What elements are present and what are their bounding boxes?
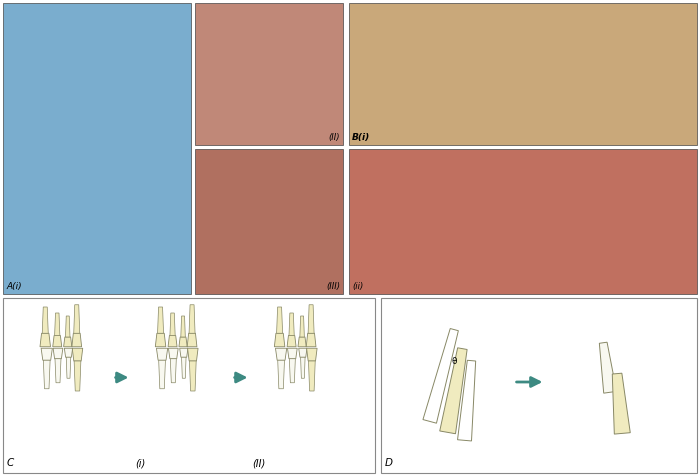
Text: (II): (II)	[328, 133, 340, 142]
Polygon shape	[599, 342, 617, 393]
Polygon shape	[159, 360, 165, 389]
Bar	[3, 298, 375, 473]
Polygon shape	[300, 357, 305, 378]
Polygon shape	[440, 348, 467, 434]
Text: C: C	[7, 458, 14, 468]
Polygon shape	[72, 333, 82, 347]
Text: A(i): A(i)	[6, 282, 22, 291]
Polygon shape	[276, 307, 283, 333]
Polygon shape	[276, 348, 287, 360]
Polygon shape	[309, 361, 315, 391]
Polygon shape	[179, 337, 187, 347]
Polygon shape	[53, 348, 63, 359]
Polygon shape	[72, 348, 83, 361]
Bar	[195, 149, 343, 294]
Polygon shape	[42, 307, 48, 333]
Polygon shape	[274, 333, 285, 347]
Polygon shape	[612, 373, 630, 434]
Bar	[349, 3, 697, 145]
Polygon shape	[278, 360, 284, 389]
Polygon shape	[155, 333, 166, 347]
Bar	[3, 3, 191, 294]
Polygon shape	[74, 361, 81, 391]
Polygon shape	[298, 337, 306, 347]
Polygon shape	[55, 313, 60, 336]
Polygon shape	[64, 337, 72, 347]
Polygon shape	[287, 336, 296, 347]
Text: (i): (i)	[135, 458, 146, 468]
Polygon shape	[52, 336, 62, 347]
Polygon shape	[170, 359, 176, 383]
Text: (II): (II)	[252, 458, 265, 468]
Polygon shape	[181, 357, 186, 378]
Polygon shape	[170, 313, 175, 336]
Polygon shape	[43, 360, 50, 389]
Text: θ: θ	[452, 357, 458, 366]
Polygon shape	[169, 348, 178, 359]
Polygon shape	[190, 361, 196, 391]
Text: (III): (III)	[326, 282, 340, 291]
Polygon shape	[306, 333, 316, 347]
Polygon shape	[289, 313, 294, 336]
Polygon shape	[307, 348, 317, 361]
Text: D: D	[385, 458, 393, 468]
Polygon shape	[288, 348, 298, 359]
Polygon shape	[158, 307, 164, 333]
Polygon shape	[299, 348, 307, 357]
Polygon shape	[181, 316, 186, 337]
Polygon shape	[156, 348, 168, 360]
Polygon shape	[289, 359, 295, 383]
Polygon shape	[55, 359, 61, 383]
Polygon shape	[40, 333, 50, 347]
Polygon shape	[189, 305, 195, 333]
Bar	[195, 3, 343, 145]
Polygon shape	[66, 357, 71, 378]
Polygon shape	[187, 333, 197, 347]
Polygon shape	[300, 316, 304, 337]
Polygon shape	[180, 348, 188, 357]
Bar	[349, 149, 697, 294]
Polygon shape	[308, 305, 314, 333]
Polygon shape	[41, 348, 52, 360]
Polygon shape	[188, 348, 198, 361]
Polygon shape	[66, 316, 70, 337]
Bar	[381, 298, 697, 473]
Text: B(i): B(i)	[352, 133, 370, 142]
Polygon shape	[168, 336, 177, 347]
Polygon shape	[74, 305, 80, 333]
Text: (ii): (ii)	[352, 282, 363, 291]
Polygon shape	[64, 348, 73, 357]
